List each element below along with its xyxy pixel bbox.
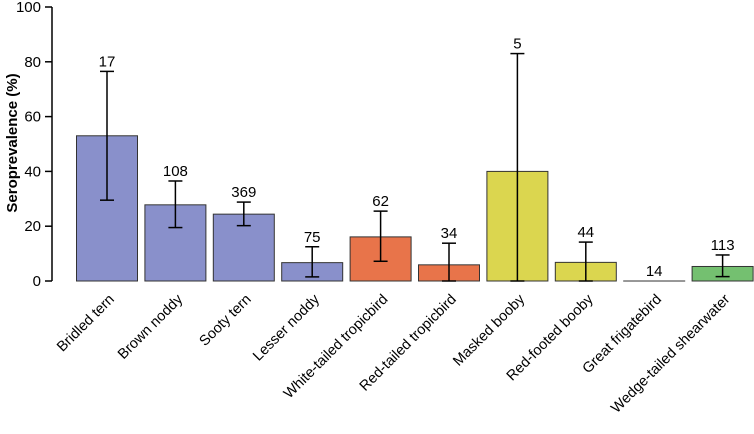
- x-label-masked-booby: Masked booby: [450, 291, 529, 370]
- sample-size-lesser-noddy: 75: [304, 229, 321, 246]
- sample-size-bridled-tern: 17: [99, 53, 116, 70]
- sample-size-masked-booby: 5: [513, 36, 521, 53]
- error-bars: [100, 52, 730, 282]
- sample-size-great-frigatebird: 14: [646, 263, 663, 280]
- x-label-lesser-noddy: Lesser noddy: [250, 291, 323, 364]
- x-label-bridled-tern: Bridled tern: [54, 292, 118, 356]
- y-tick-label-0: 0: [33, 273, 41, 290]
- sample-size-labels: 17 108 369 75 62 34 5 44 14 113: [99, 36, 735, 280]
- sample-size-red-footed-booby: 44: [577, 224, 594, 241]
- y-tick-label-80: 80: [24, 54, 41, 71]
- x-label-sooty-tern: Sooty tern: [197, 292, 255, 350]
- sample-size-wedge-tailed-shearwater: 113: [711, 237, 735, 254]
- y-axis-title: Seroprevalence (%): [4, 73, 21, 212]
- y-tick-label-60: 60: [24, 109, 41, 126]
- y-tick-label-40: 40: [24, 163, 41, 180]
- sample-size-sooty-tern: 369: [231, 184, 256, 201]
- y-tick-label-20: 20: [24, 218, 41, 235]
- sample-size-brown-noddy: 108: [163, 163, 188, 180]
- x-label-wedge-tailed-shearwater: Wedge-tailed shearwater: [608, 291, 733, 416]
- y-tick-label-100: 100: [16, 0, 41, 16]
- bars: [76, 135, 754, 282]
- x-label-brown-noddy: Brown noddy: [115, 291, 187, 363]
- y-axis: 0 20 40 60 80 100: [16, 0, 53, 290]
- sample-size-red-tailed-tropicbird: 34: [441, 225, 458, 242]
- sample-size-white-tailed-tropicbird: 62: [372, 193, 389, 210]
